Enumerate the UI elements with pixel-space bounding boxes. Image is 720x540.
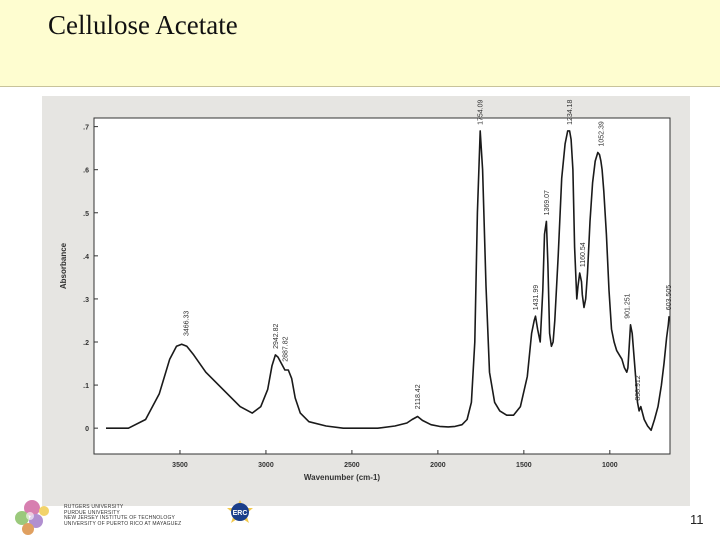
y-tick-label: 0 [85, 426, 89, 433]
y-axis-label: Absorbance [59, 242, 68, 289]
chart-labels: 0 .1 .2 .3 .4 .5 .6 .7 3500 3000 2500 2000 1500 1000 W… [59, 99, 673, 482]
footer-institution: NEW JERSEY INSTITUTE OF TECHNOLOGY [64, 515, 176, 522]
nsf-logo: ERC [227, 500, 253, 523]
x-tick-label: 2000 [430, 462, 446, 469]
peak-label: 1160.54 [580, 242, 587, 267]
peak-label: 3466.33 [183, 311, 190, 336]
y-tick-label: .6 [83, 168, 89, 175]
y-tick-label: .4 [83, 254, 89, 261]
spectrum-line [106, 130, 670, 432]
x-axis-label: Wavenumber (cm-1) [304, 473, 381, 482]
x-tick-label: 3000 [258, 462, 274, 469]
footer-institution: RUTGERS UNIVERSITY [64, 504, 124, 510]
peak-label: 2887.82 [283, 336, 290, 361]
nsf-logo-text: ERC [233, 510, 248, 517]
y-tick-label: .2 [83, 340, 89, 347]
peak-label: 1369.07 [544, 190, 551, 215]
x-tick-label: 2500 [344, 462, 360, 469]
peak-label: 603.505 [666, 285, 673, 310]
x-tick-label: 1500 [516, 462, 532, 469]
peak-label: 1234.18 [567, 99, 574, 124]
slide-title: Cellulose Acetate [48, 10, 238, 40]
peak-label: 2942.82 [273, 323, 280, 348]
x-tick-label: 1000 [602, 462, 618, 469]
peak-label: 2118.42 [415, 384, 422, 409]
erc-molecule-logo [15, 500, 49, 535]
peak-label: 901.251 [624, 293, 631, 318]
y-tick-label: .5 [83, 211, 89, 218]
footer-institution-list: RUTGERS UNIVERSITY PURDUE UNIVERSITY NEW… [64, 504, 182, 527]
peak-label: 1052.39 [598, 121, 605, 146]
peak-label: 838.912 [635, 375, 642, 400]
title-band [0, 0, 720, 86]
footer-logos: ERC [15, 500, 253, 535]
chart-plot [106, 130, 670, 432]
y-tick-label: .1 [83, 383, 89, 390]
peak-label: 1431.99 [533, 285, 540, 310]
chart-axes [93, 117, 671, 455]
footer-institution: UNIVERSITY OF PUERTO RICO AT MAYAGUEZ [64, 520, 182, 527]
title-divider [0, 86, 720, 87]
page-number: 11 [690, 512, 704, 527]
x-tick-label: 3500 [172, 462, 188, 469]
footer-institution: PURDUE UNIVERSITY [64, 509, 120, 516]
y-tick-label: .3 [83, 297, 89, 304]
y-tick-label: .7 [83, 125, 89, 132]
peak-label: 1754.09 [478, 99, 485, 124]
ir-spectrum-chart: 0 .1 .2 .3 .4 .5 .6 .7 3500 3000 2500 2000 1500 1000 W… [59, 99, 673, 482]
plot-frame [93, 117, 671, 455]
